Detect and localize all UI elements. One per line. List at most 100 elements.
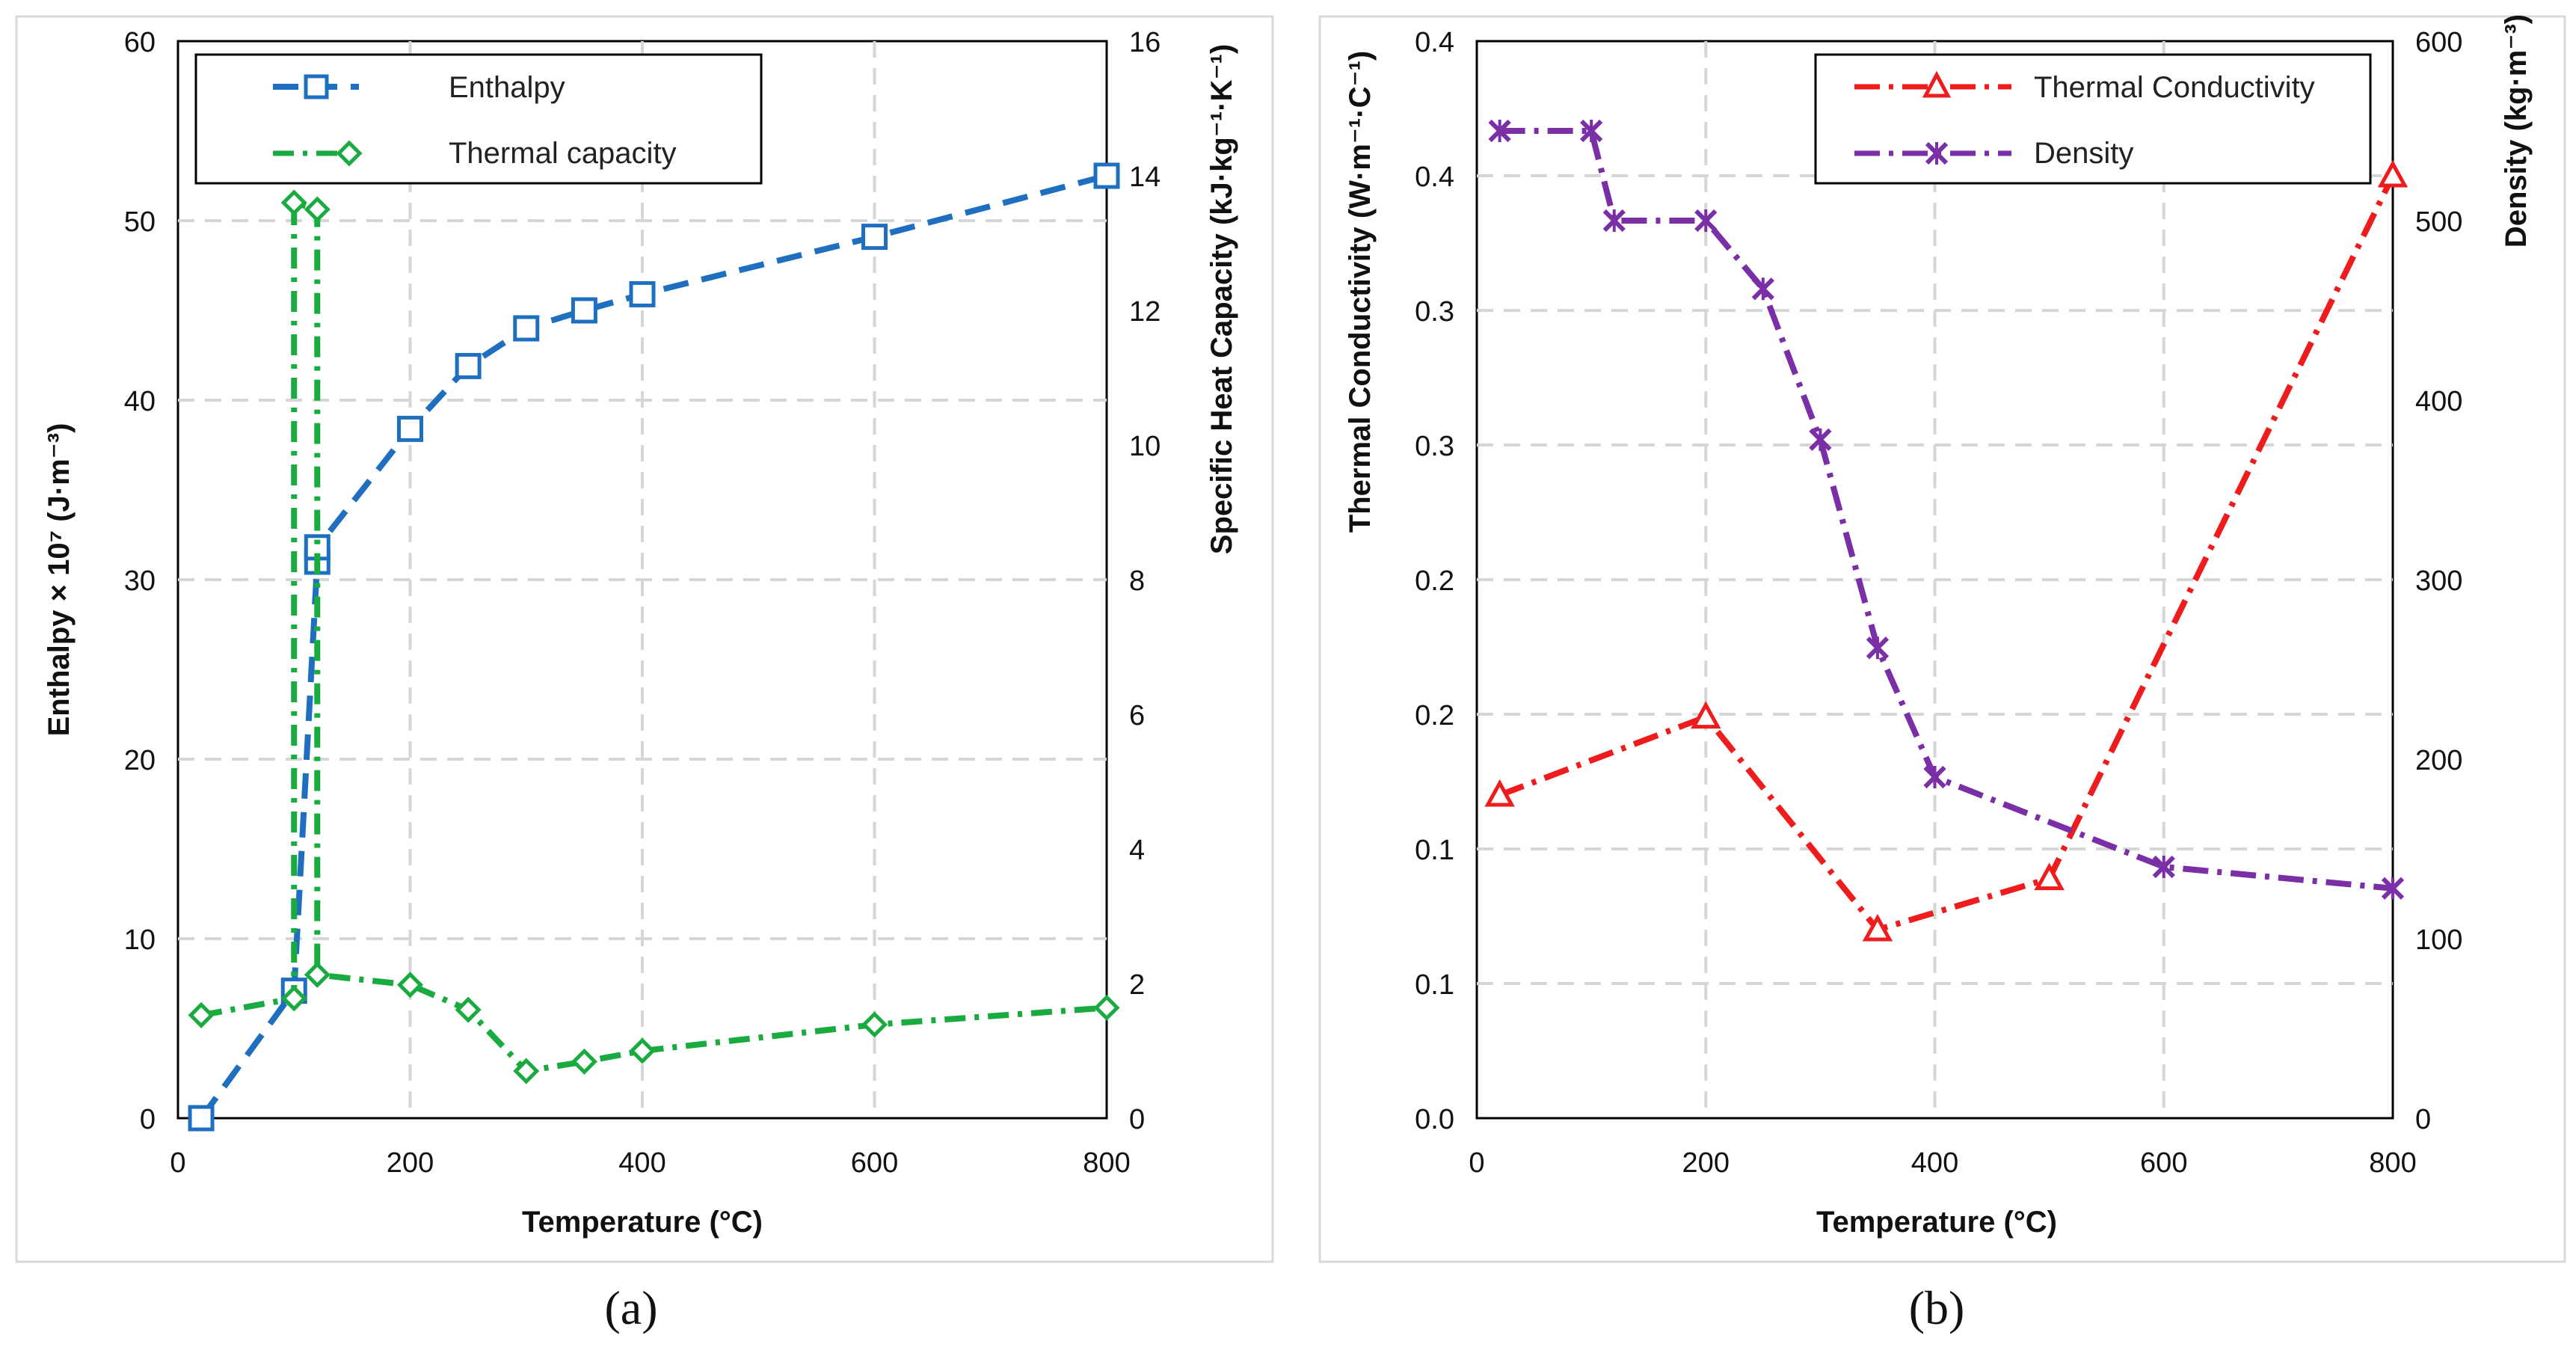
data-point-density: [1923, 765, 1946, 789]
y-left-tick-label: 0.1: [1415, 969, 1454, 1001]
x-tick-label: 0: [1469, 1147, 1484, 1179]
panel-b-legend-entry-density: Density: [1854, 137, 2133, 170]
data-point-thermal-capacity: [188, 1001, 215, 1028]
data-point-enthalpy: [1093, 162, 1120, 189]
panel-b-series: [1484, 119, 2409, 942]
y-left-tick-label: 0.2: [1415, 565, 1454, 597]
x-tick-label: 800: [2369, 1147, 2416, 1179]
y-left-tick-label: 0: [140, 1104, 156, 1135]
panel-a-ylabel-left: Enthalpy × 10⁷ (J·m⁻³): [43, 423, 76, 737]
panel-a-legend: Enthalpy Thermal capacity: [194, 53, 763, 185]
y-left-tick-label: 40: [124, 386, 156, 417]
data-point-thermal-capacity: [1093, 994, 1120, 1021]
data-point-enthalpy: [513, 315, 540, 342]
y-right-tick-label: 300: [2415, 565, 2462, 597]
panel-b-legend-label-density: Density: [2034, 137, 2133, 170]
series-line-density: [1499, 128, 2394, 892]
y-right-tick-label: 500: [2415, 206, 2462, 238]
data-point-thermal-capacity: [280, 189, 307, 216]
y-left-tick-label: 10: [124, 924, 156, 956]
x-tick-label: 0: [170, 1147, 185, 1179]
data-point-enthalpy: [629, 280, 656, 307]
data-point-density: [1809, 428, 1832, 451]
data-point-thermal-capacity: [304, 961, 331, 988]
data-point-density: [1694, 209, 1718, 233]
y-right-tick-label: 16: [1129, 27, 1161, 58]
panel-a-grid: [178, 41, 1107, 1118]
data-point-enthalpy: [188, 1105, 215, 1132]
y-right-tick-label: 8: [1129, 565, 1145, 597]
data-point-density: [1866, 636, 1890, 660]
data-point-thermal-conductivity: [2377, 159, 2409, 188]
panel-b-frame: [1318, 15, 2566, 1263]
y-right-tick-label: 4: [1129, 835, 1145, 866]
panel-a-caption: (a): [604, 1281, 657, 1334]
panel-a-legend-label-thermal-capacity: Thermal capacity: [449, 137, 677, 170]
x-tick-label: 200: [1682, 1147, 1730, 1179]
data-point-thermal-capacity: [455, 996, 482, 1023]
data-point-thermal-capacity: [304, 196, 331, 223]
panel-b-left-tick-labels: 0.0 0.1 0.1 0.2 0.2 0.3 0.3 0.4 0.4: [1415, 27, 1454, 1135]
y-right-tick-label: 200: [2415, 745, 2462, 776]
panel-a-x-tick-labels: 0 200 400 600 800: [170, 1147, 1130, 1179]
panel-a-legend-entry-thermal-capacity: Thermal capacity: [273, 137, 677, 170]
legend-diamond-marker-icon: [336, 140, 363, 167]
series-line-thermal-capacity: [200, 200, 1107, 1074]
legend-x-marker-icon: [1925, 141, 1949, 165]
data-point-thermal-conductivity: [1862, 913, 1893, 942]
data-point-thermal-capacity: [396, 972, 424, 998]
panel-b: 0.0 0.1 0.1 0.2 0.2 0.3 0.3 0.4 0.4 0 100 200 300 40…: [1318, 14, 2566, 1334]
panel-a-legend-box: [194, 53, 763, 185]
y-right-tick-label: 10: [1129, 431, 1161, 462]
y-left-tick-label: 20: [124, 745, 156, 776]
panel-a-xlabel: Temperature (°C): [522, 1206, 763, 1239]
y-right-tick-label: 0: [1129, 1104, 1145, 1135]
data-point-thermal-conductivity: [1484, 779, 1515, 807]
data-point-enthalpy: [397, 415, 423, 442]
panel-b-x-tick-labels: 0 200 400 600 800: [1469, 1147, 2416, 1179]
y-right-tick-label: 400: [2415, 386, 2462, 417]
data-point-density: [1602, 209, 1626, 233]
y-left-tick-label: 0.4: [1415, 162, 1454, 193]
data-point-thermal-capacity: [513, 1058, 540, 1085]
y-right-tick-label: 600: [2415, 27, 2462, 58]
panel-b-legend: Thermal Conductivity Density: [1814, 53, 2372, 185]
data-point-thermal-capacity: [861, 1011, 888, 1038]
data-point-density: [2152, 855, 2175, 879]
panel-a-legend-entry-enthalpy: Enthalpy: [273, 71, 565, 104]
data-point-thermal-capacity: [629, 1037, 656, 1064]
x-tick-label: 600: [851, 1147, 898, 1179]
data-point-density: [1751, 277, 1774, 301]
panel-a-ylabel-right: Specific Heat Capacity (kJ·kg⁻¹·K⁻¹): [1205, 44, 1238, 554]
data-point-enthalpy: [455, 352, 482, 379]
panel-b-legend-entry-thermal-conductivity: Thermal Conductivity: [1854, 70, 2315, 104]
y-right-tick-label: 12: [1129, 296, 1161, 328]
panel-b-ylabel-right: Density (kg·m⁻³): [2500, 14, 2533, 248]
panel-b-ylabel-left: Thermal Conductivity (W·m⁻¹·C⁻¹): [1344, 51, 1377, 533]
y-left-tick-label: 0.3: [1415, 431, 1454, 462]
y-left-tick-label: 0.0: [1415, 1104, 1454, 1135]
panel-a-right-tick-labels: 0 2 4 6 8 10 12 14 16: [1129, 27, 1161, 1135]
panel-b-right-tick-labels: 0 100 200 300 400 500 600: [2415, 27, 2462, 1135]
panel-a-left-tick-labels: 0 10 20 30 40 50 60: [124, 27, 156, 1135]
legend-square-marker-icon: [304, 74, 329, 99]
y-left-tick-label: 50: [124, 206, 156, 238]
y-right-tick-label: 2: [1129, 969, 1145, 1001]
x-tick-label: 200: [387, 1147, 434, 1179]
panel-b-legend-label-thermal-conductivity: Thermal Conductivity: [2034, 71, 2315, 104]
x-tick-label: 400: [618, 1147, 665, 1179]
y-right-tick-label: 0: [2415, 1104, 2431, 1135]
data-point-density: [1488, 119, 1511, 143]
data-point-enthalpy: [571, 297, 597, 324]
legend-triangle-marker-icon: [1922, 70, 1952, 98]
data-point-thermal-capacity: [280, 985, 307, 1012]
panel-a-frame: [15, 15, 1274, 1263]
y-left-tick-label: 0.3: [1415, 296, 1454, 328]
panel-a-series: [188, 162, 1120, 1132]
data-point-density: [2381, 877, 2405, 900]
data-point-enthalpy: [861, 224, 888, 251]
panel-b-caption: (b): [1909, 1281, 1965, 1334]
y-right-tick-label: 100: [2415, 924, 2462, 956]
panel-a-legend-label-enthalpy: Enthalpy: [449, 71, 565, 104]
